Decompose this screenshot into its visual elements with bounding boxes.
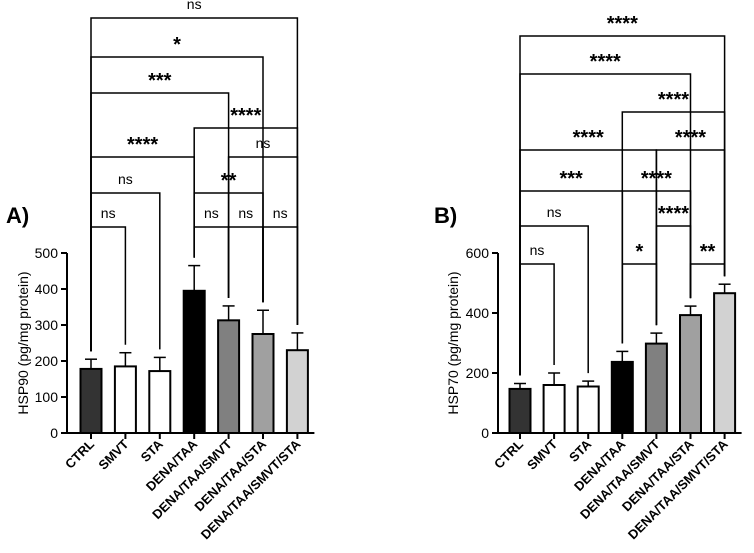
significance-bracket (519, 190, 624, 376)
x-tick-label: STA (566, 436, 595, 465)
significance-label: **** (658, 89, 689, 111)
significance-label: ns (187, 0, 202, 12)
x-tick-label: SMVT (95, 436, 131, 472)
significance-label: ns (273, 205, 288, 221)
x-tick-label: CTRL (491, 436, 526, 471)
bar-5 (217, 319, 241, 435)
bar-1 (79, 367, 103, 435)
significance-bracket (90, 17, 299, 352)
chart-panel-a: A) HSP90 (pg/mg protein) 0 100 200 300 400 500 C… (6, 0, 315, 542)
bar-3 (148, 370, 172, 434)
y-tick-label: 100 (35, 389, 59, 405)
significance-label: *** (148, 70, 172, 92)
bar-7 (713, 292, 737, 435)
y-tick-label: 0 (50, 425, 58, 441)
bar-7 (285, 349, 309, 435)
bar-1 (508, 387, 532, 434)
bar-2 (113, 365, 137, 434)
significance-bracket (519, 35, 726, 376)
x-tick-label: STA (138, 436, 167, 465)
significance-label: ns (238, 205, 253, 221)
y-axis-label: HSP90 (pg/mg protein) (15, 271, 31, 414)
significance-bracket (90, 156, 195, 352)
significance-label: **** (573, 127, 604, 149)
y-tick-label: 300 (35, 317, 59, 333)
bar-6 (251, 333, 275, 434)
significance-label: ns (204, 205, 219, 221)
significance-bracket (227, 226, 264, 303)
significance-bracket (193, 226, 230, 298)
x-tick-label: CTRL (62, 436, 97, 471)
bar-3 (576, 385, 600, 434)
significance-label: * (173, 34, 181, 56)
y-tick-label: 200 (35, 353, 59, 369)
significance-label: **** (658, 203, 689, 225)
panel-label: A) (6, 203, 29, 228)
bar-4 (182, 289, 206, 434)
bar-4 (610, 360, 634, 434)
significance-bracket (90, 226, 127, 352)
significance-bracket (621, 263, 658, 344)
significance-bracket (621, 111, 726, 344)
panel-label: B) (434, 203, 457, 228)
significance-label: ** (700, 241, 716, 263)
chart-panel-b: B) HSP70 (pg/mg protein) 0 200 400 600 CTRLSMV… (434, 13, 742, 542)
significance-label: **** (590, 51, 621, 73)
significance-label: ns (530, 242, 545, 258)
significance-label: *** (559, 168, 583, 190)
x-tick-label: SMVT (524, 436, 560, 472)
significance-label: * (635, 241, 643, 263)
significance-label: ns (547, 204, 562, 220)
significance-bracket (90, 56, 264, 352)
bar-6 (679, 314, 702, 435)
significance-label: ns (118, 171, 133, 187)
bar-5 (644, 342, 668, 435)
significance-bracket (519, 263, 555, 376)
bar-2 (542, 384, 566, 434)
y-tick-label: 400 (466, 305, 490, 321)
y-tick-label: 500 (35, 245, 59, 261)
significance-label: **** (127, 134, 158, 156)
y-tick-label: 0 (481, 425, 489, 441)
significance-label: **** (607, 13, 638, 35)
significance-label: ns (101, 205, 116, 221)
significance-label: **** (230, 105, 261, 127)
y-tick-label: 400 (35, 281, 59, 297)
significance-bracket (655, 225, 692, 326)
y-tick-label: 200 (466, 365, 490, 381)
y-tick-label: 600 (466, 245, 490, 261)
y-axis-label: HSP70 (pg/mg protein) (445, 271, 461, 414)
